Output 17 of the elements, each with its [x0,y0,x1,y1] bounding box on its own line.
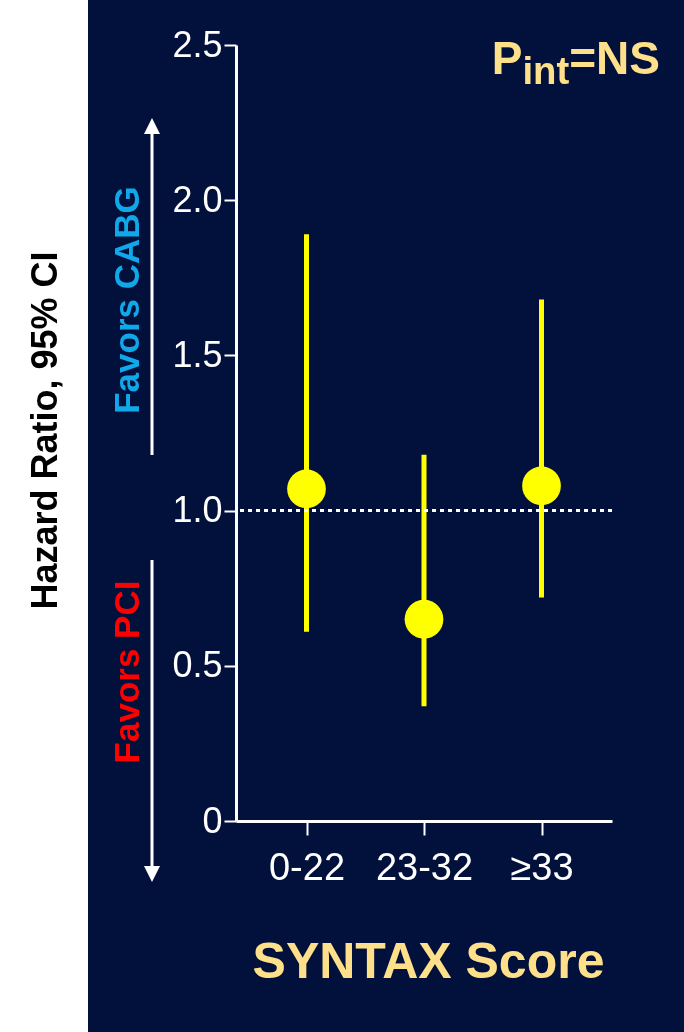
y-tick-label: 1.0 [172,489,223,531]
text: Favors CABG [107,186,147,414]
x-tick-label: 23-32 [375,845,474,888]
y-tick-label: 1.5 [172,333,223,375]
y-tick-label: 0 [202,799,223,841]
y-axis-title: Hazard Ratio, 95% CI [23,251,65,610]
x-axis-title: SYNTAX Score [252,932,605,989]
x-tick-label: 0-22 [268,845,346,888]
y-tick-label: 0.5 [172,644,223,686]
point [287,469,326,509]
x-tick-label: ≥33 [510,845,574,888]
y-tick-label: 2.0 [172,178,223,220]
point [522,466,561,506]
text: Favors PCI [107,580,147,764]
y-tick-label: 2.5 [172,23,223,65]
annotation: P$_{int}$=NS [491,30,660,94]
point [404,599,444,639]
